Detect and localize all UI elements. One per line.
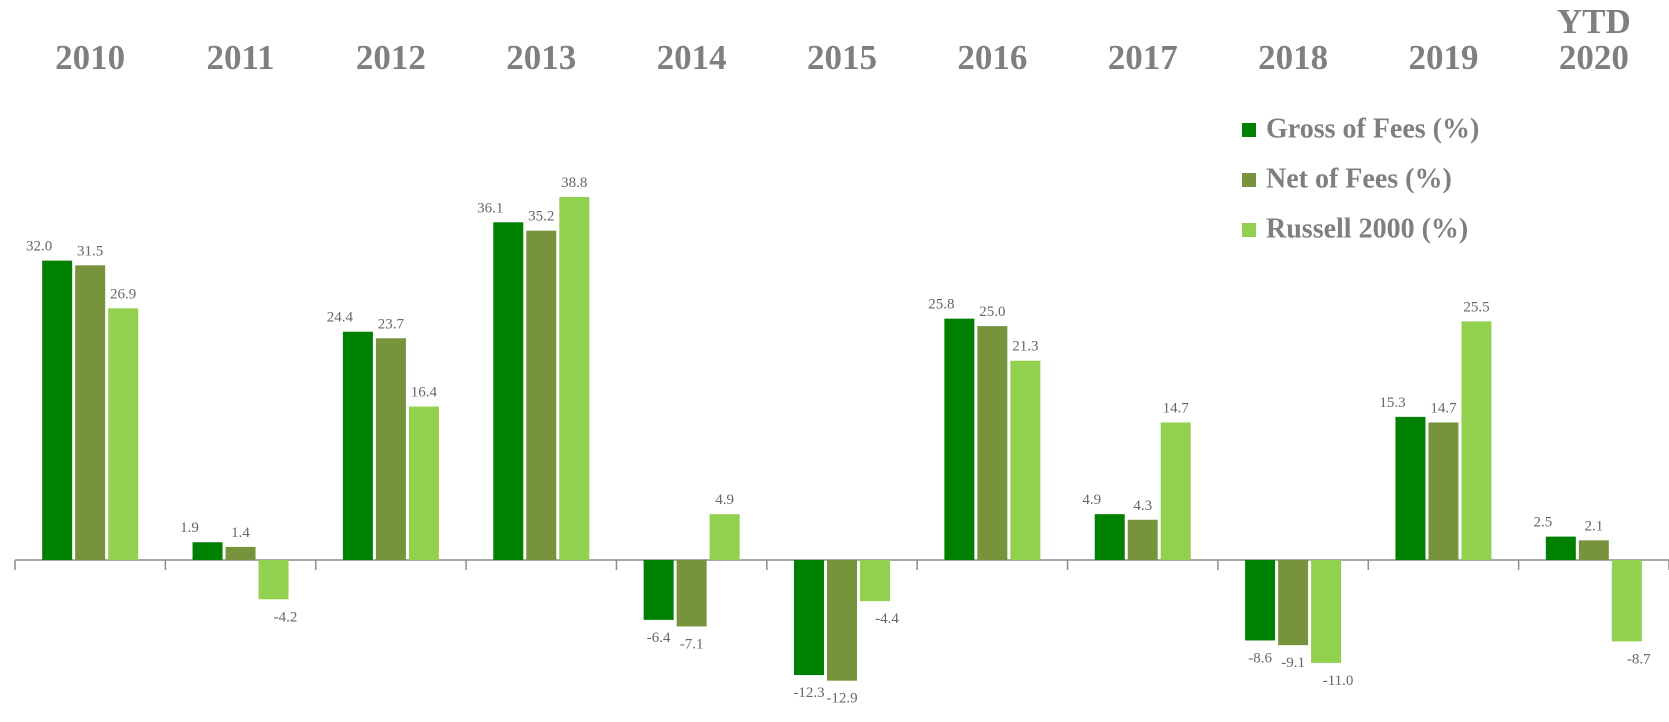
category-label: 2018: [1258, 38, 1329, 77]
bar: [1545, 536, 1576, 560]
value-label: 24.4: [327, 310, 354, 326]
bar: [794, 560, 824, 676]
legend-swatch: [1242, 173, 1256, 187]
value-label: 32.0: [26, 239, 52, 255]
value-label: 36.1: [477, 200, 503, 216]
category-label: 2014: [656, 38, 727, 77]
bar: [1578, 540, 1609, 560]
value-label: -8.7: [1627, 651, 1651, 667]
value-label: 4.3: [1133, 498, 1152, 514]
value-label: -4.2: [274, 609, 298, 625]
bar: [860, 560, 890, 602]
bar: [192, 542, 223, 560]
value-label: 14.7: [1430, 400, 1457, 416]
value-label: 14.7: [1163, 400, 1190, 416]
bar: [526, 230, 557, 560]
legend-label: Russell 2000 (%): [1266, 213, 1468, 244]
bar: [643, 560, 674, 620]
value-label: 25.8: [928, 297, 954, 313]
value-label: 21.3: [1012, 339, 1038, 355]
bar: [375, 338, 406, 560]
bar: [1278, 560, 1309, 646]
bar: [944, 318, 975, 560]
bar: [559, 197, 590, 560]
value-label: 4.9: [715, 492, 734, 508]
value-label: 4.9: [1082, 492, 1101, 508]
value-label: 16.4: [411, 385, 438, 401]
bar: [1094, 514, 1125, 560]
category-label: 2016: [957, 38, 1028, 77]
category-label: 2019: [1408, 38, 1479, 77]
value-label: -8.6: [1248, 650, 1272, 666]
bar: [1611, 560, 1642, 642]
bar: [1311, 560, 1342, 663]
value-label: 31.5: [77, 243, 103, 259]
bar: [709, 514, 740, 560]
value-label: 1.4: [231, 525, 250, 541]
value-label: 25.5: [1463, 299, 1489, 315]
legend-swatch: [1242, 223, 1256, 237]
bar: [676, 560, 707, 627]
category-label: 2017: [1107, 38, 1178, 77]
category-label: 2010: [55, 38, 126, 77]
bar: [1160, 422, 1191, 560]
bar: [827, 560, 857, 681]
value-label: 15.3: [1379, 395, 1405, 411]
bar: [108, 308, 139, 560]
category-label: 2013: [506, 38, 577, 77]
bar: [1395, 416, 1426, 560]
category-label: 2011: [206, 38, 275, 77]
bar: [408, 406, 439, 560]
legend-swatch: [1242, 123, 1256, 137]
bar: [1428, 422, 1459, 560]
value-label: 1.9: [180, 520, 199, 536]
value-label: -6.4: [647, 630, 671, 646]
value-label: -4.4: [875, 611, 899, 627]
value-label: -9.1: [1281, 655, 1305, 671]
value-label: 2.5: [1533, 515, 1552, 531]
bar: [225, 546, 256, 560]
bar: [1245, 560, 1276, 641]
bar: [1010, 360, 1041, 560]
value-label: 38.8: [561, 175, 587, 191]
value-label: 35.2: [528, 209, 554, 225]
bar: [258, 560, 289, 600]
value-label: -11.0: [1323, 673, 1354, 689]
legend-label: Gross of Fees (%): [1266, 113, 1479, 144]
value-label: 26.9: [110, 286, 136, 302]
bar: [42, 260, 73, 560]
value-label: 23.7: [378, 316, 405, 332]
category-label: 2015: [807, 38, 877, 77]
bar: [1461, 321, 1492, 560]
value-label: 25.0: [979, 304, 1005, 320]
legend-label: Net of Fees (%): [1266, 163, 1452, 194]
value-label: -12.3: [793, 685, 824, 701]
bar: [493, 222, 524, 560]
category-label: YTD 2020: [1556, 2, 1631, 77]
category-label: 2012: [355, 38, 426, 77]
value-label: -7.1: [680, 636, 704, 652]
bar: [342, 331, 373, 560]
bar: [1127, 519, 1158, 560]
bar: [977, 326, 1008, 560]
value-label: 2.1: [1584, 518, 1603, 534]
bar: [75, 265, 106, 560]
value-label: -12.9: [826, 691, 857, 707]
